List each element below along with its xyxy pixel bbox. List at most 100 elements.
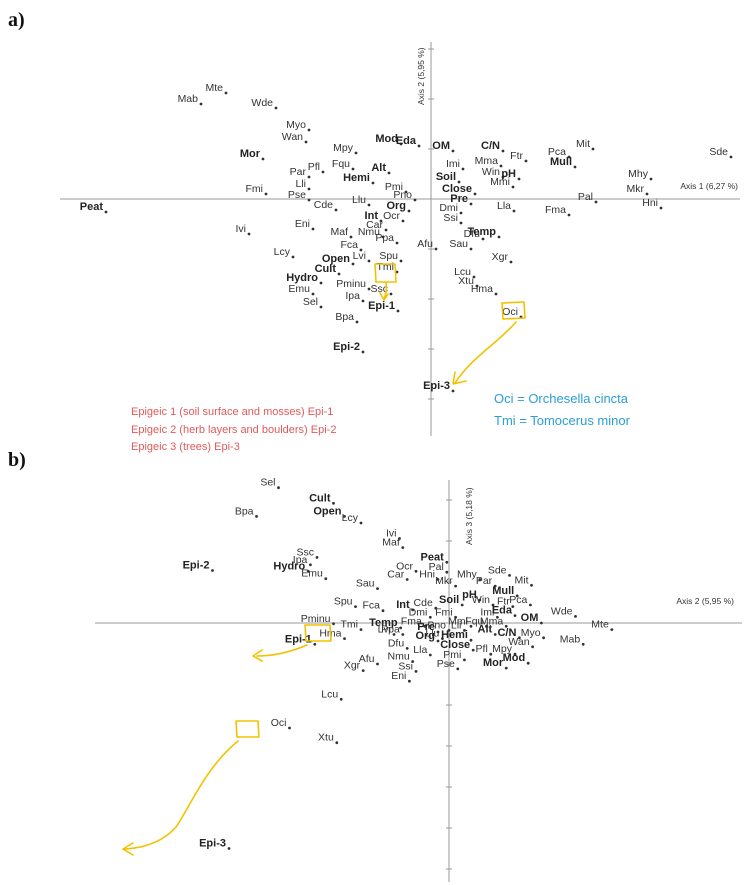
panel-a-label-mma: Mma (475, 155, 498, 167)
panel-a-label-xtu: Xtu (458, 275, 474, 287)
panel-b-label-pre: Pre (417, 621, 435, 633)
panel-a-point-ppa (395, 241, 399, 245)
panel-b-label-myo: Myo (521, 627, 541, 639)
panel-b-tmi-highlight-box (304, 624, 332, 642)
panel-a-point-fca (359, 248, 363, 252)
panel-b-point-ssc (315, 556, 319, 559)
panel-b-label-mull: Mull (492, 585, 514, 597)
panel-a-point-lcy (291, 255, 295, 259)
panel-a-label-hemi: Hemi (343, 172, 370, 184)
panel-b-point-peat (445, 560, 449, 564)
panel-b-point-ftr (511, 605, 515, 608)
panel-a-label-open: Open (322, 253, 350, 265)
panel-b-label-sel: Sel (260, 477, 275, 489)
panel-a-label-ipa: Ipa (345, 290, 360, 302)
panel-a-point-par (307, 175, 311, 179)
panel-a-label-fma: Fma (545, 204, 566, 216)
panel-a-label-hni: Hni (642, 197, 658, 209)
panel-b-label-pmi: Pmi (443, 649, 461, 661)
panel-a-oci-arrow (452, 321, 517, 385)
panel-a-point-ivi (247, 232, 251, 236)
panel-b-point-int (411, 608, 415, 612)
panel-a-point-mma (499, 164, 503, 168)
panel-b-point-ivi (398, 537, 401, 540)
panel-a-point-alt (387, 171, 391, 175)
panel-b-label-hemi: Hemi (441, 629, 468, 641)
panel-a-point-lla (512, 209, 516, 213)
panel-a-label-mull: Mull (550, 156, 572, 168)
panel-b-label-pno: Pno (427, 619, 446, 631)
panel-a-label-nmu: Nmu (358, 226, 380, 238)
panel-a-label-close: Close (442, 183, 472, 195)
panel-b-label-mit: Mit (515, 574, 529, 586)
panel-a-point-fmi (264, 192, 268, 196)
panel-a-point-temp (497, 235, 501, 239)
panel-a-point-epi-2 (361, 350, 365, 354)
panel-b-point-mmi (469, 624, 473, 628)
panel-b-label-mod: Mod (503, 652, 526, 664)
panel-b-point-pre (436, 630, 440, 634)
panel-a-point-dmi (459, 211, 463, 215)
panel-a-point-mkr (645, 192, 649, 196)
panel-a-label-tmi: Tmi (377, 261, 395, 273)
panel-b-point-llu (441, 637, 444, 640)
panel-b-point-mod (526, 661, 530, 665)
panel-a-label-pno: Pno (393, 189, 412, 201)
panel-a-label-cde: Cde (314, 199, 333, 211)
panel-b-label-peat: Peat (421, 551, 445, 563)
panel-a-label-org: Org (386, 200, 406, 212)
panel-a-point-ssc (389, 292, 393, 296)
panel-a-label-mte: Mte (205, 82, 223, 94)
panel-b-label-ssi: Ssi (398, 660, 413, 672)
panel-a-label-alt: Alt (371, 162, 386, 174)
panel-b-label-epi-3: Epi-3 (199, 838, 226, 850)
panel-b-point-open (343, 515, 346, 518)
panel-a-point-org (407, 209, 411, 213)
panel-b-label-pal: Pal (429, 561, 444, 573)
panel-b-tmi-arrow (252, 644, 308, 662)
panel-b-point-dfu (405, 647, 409, 650)
panel-a-point-wde (274, 106, 278, 110)
panel-b-label-hni: Hni (419, 569, 435, 581)
panel-b-label-bpa: Bpa (235, 505, 254, 517)
panel-a-point-lli (307, 187, 311, 191)
panel-b-label-dfu: Dfu (388, 637, 405, 649)
panel-b-label-win: Win (472, 594, 490, 606)
panel-b-point-imi (496, 615, 499, 619)
panel-b-label-sau: Sau (356, 578, 375, 590)
panel-b-point-fmi (454, 615, 457, 619)
panel-b-label-close: Close (440, 639, 470, 651)
panel-b-label-pse: Pse (437, 658, 455, 670)
panel-b-y-axis-title: Axis 3 (5,18 %) (464, 487, 474, 545)
panel-b-point-ipa (309, 563, 312, 567)
panel-b-point-lcu (339, 697, 343, 701)
panel-a-label-om: OM (432, 140, 450, 152)
panel-b-label-wan: Wan (508, 636, 529, 648)
panel-b-point-myo (542, 636, 545, 640)
panel-b-point-pse (456, 667, 460, 671)
panel-a-point-peat (104, 210, 108, 214)
panel-a-label-car: Car (366, 219, 383, 231)
panel-a-point-mab (199, 102, 203, 106)
panel-b-oci-highlight-box (235, 720, 260, 738)
panel-a-label-wde: Wde (251, 97, 273, 109)
panel-a-label-pse: Pse (288, 189, 306, 201)
panel-a-point-bpa (355, 320, 359, 324)
panel-a-point-pre (469, 202, 473, 206)
panel-b-point-hemi (469, 638, 473, 642)
panel-b-point-lla (428, 653, 432, 657)
panel-a-point-tmi (395, 270, 399, 274)
panel-a: a) Axis 1 (6,27 %) Axis 2 (5,95 %) Mab Mt… (8, 9, 740, 453)
panel-b-point-c-n (518, 636, 521, 640)
panel-b-point-hma (343, 637, 346, 640)
panel-a-label-bpa: Bpa (335, 311, 354, 323)
panel-b-label-fqu: Fqu (465, 615, 483, 627)
panel-b-point-afu (376, 662, 379, 666)
panel-a-label-mpy: Mpy (333, 142, 354, 154)
panel-a-label-fmi: Fmi (246, 183, 264, 195)
panel-a-label-emu: Emu (288, 283, 310, 295)
panel-b-label-soil: Soil (439, 594, 459, 606)
panel-b-point-nmu (411, 660, 415, 663)
panel-b-point-mhy (478, 578, 482, 581)
